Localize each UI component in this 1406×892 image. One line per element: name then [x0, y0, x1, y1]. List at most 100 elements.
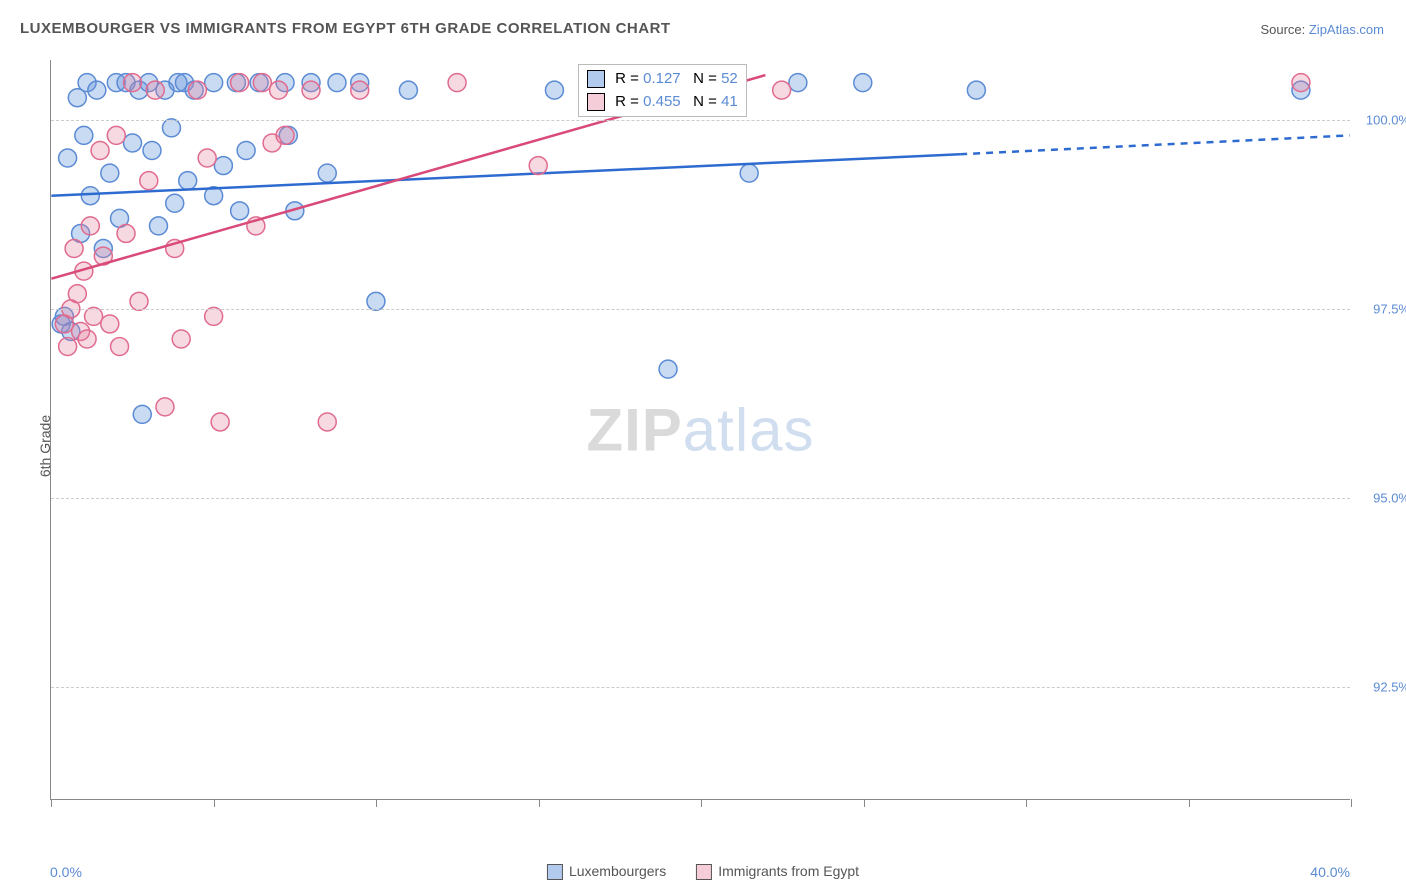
scatter-point: [318, 164, 336, 182]
scatter-point: [81, 187, 99, 205]
scatter-point: [789, 74, 807, 92]
scatter-point: [318, 413, 336, 431]
scatter-point: [68, 285, 86, 303]
gridline: [51, 120, 1350, 121]
plot-area: ZIPatlas R = 0.127 N = 52 R = 0.455 N = …: [50, 60, 1350, 800]
scatter-point: [967, 81, 985, 99]
gridline: [51, 498, 1350, 499]
scatter-point: [133, 405, 151, 423]
x-tick-mark: [864, 799, 865, 807]
legend-item-1: Luxembourgers: [547, 863, 666, 880]
stats-r-label: R =: [615, 93, 643, 110]
y-tick-label: 92.5%: [1373, 679, 1406, 694]
scatter-point: [529, 157, 547, 175]
scatter-point: [545, 81, 563, 99]
swatch-blue-icon: [587, 70, 605, 88]
scatter-point: [659, 360, 677, 378]
scatter-point: [91, 142, 109, 160]
scatter-point: [211, 413, 229, 431]
stats-n-label: N =: [685, 70, 721, 87]
scatter-point: [328, 74, 346, 92]
gridline: [51, 309, 1350, 310]
scatter-point: [111, 338, 129, 356]
x-tick-mark: [376, 799, 377, 807]
scatter-point: [188, 81, 206, 99]
scatter-point: [107, 126, 125, 144]
trend-line-dashed: [960, 135, 1349, 154]
legend-item-2: Immigrants from Egypt: [696, 863, 859, 880]
source-attribution: Source: ZipAtlas.com: [1260, 22, 1384, 37]
x-tick-mark: [1351, 799, 1352, 807]
scatter-point: [351, 81, 369, 99]
scatter-point: [214, 157, 232, 175]
scatter-point: [130, 292, 148, 310]
swatch-blue-icon: [547, 864, 563, 880]
scatter-point: [65, 240, 83, 258]
x-axis-start-label: 0.0%: [50, 864, 82, 880]
y-tick-label: 100.0%: [1366, 113, 1406, 128]
scatter-point: [205, 74, 223, 92]
scatter-point: [140, 172, 158, 190]
swatch-pink-icon: [587, 93, 605, 111]
source-prefix: Source:: [1260, 22, 1308, 37]
scatter-point: [448, 74, 466, 92]
scatter-point: [399, 81, 417, 99]
x-tick-mark: [1026, 799, 1027, 807]
stats-n-value-2: 41: [721, 93, 738, 110]
scatter-point: [276, 126, 294, 144]
y-tick-label: 97.5%: [1373, 302, 1406, 317]
x-tick-mark: [539, 799, 540, 807]
stats-n-label: N =: [685, 93, 721, 110]
scatter-point: [302, 81, 320, 99]
x-tick-mark: [1189, 799, 1190, 807]
scatter-point: [143, 142, 161, 160]
scatter-point: [146, 81, 164, 99]
stats-row-1: R = 0.127 N = 52: [587, 68, 738, 91]
stats-r-label: R =: [615, 70, 643, 87]
scatter-point: [172, 330, 190, 348]
scatter-point: [854, 74, 872, 92]
scatter-point: [231, 74, 249, 92]
stats-row-2: R = 0.455 N = 41: [587, 91, 738, 114]
scatter-point: [270, 81, 288, 99]
scatter-point: [231, 202, 249, 220]
scatter-point: [101, 315, 119, 333]
scatter-point: [81, 217, 99, 235]
scatter-point: [88, 81, 106, 99]
scatter-point: [773, 81, 791, 99]
x-axis-end-label: 40.0%: [1310, 864, 1350, 880]
scatter-point: [78, 330, 96, 348]
scatter-point: [367, 292, 385, 310]
scatter-point: [101, 164, 119, 182]
legend-label-2: Immigrants from Egypt: [718, 863, 859, 879]
scatter-point: [149, 217, 167, 235]
scatter-point: [59, 338, 77, 356]
stats-n-value-1: 52: [721, 70, 738, 87]
x-tick-mark: [214, 799, 215, 807]
source-link[interactable]: ZipAtlas.com: [1309, 22, 1384, 37]
scatter-point: [124, 74, 142, 92]
swatch-pink-icon: [696, 864, 712, 880]
legend: Luxembourgers Immigrants from Egypt: [547, 863, 859, 880]
scatter-svg: [51, 60, 1350, 799]
scatter-point: [117, 224, 135, 242]
scatter-point: [198, 149, 216, 167]
legend-label-1: Luxembourgers: [569, 863, 666, 879]
x-tick-mark: [51, 799, 52, 807]
scatter-point: [740, 164, 758, 182]
scatter-point: [59, 149, 77, 167]
scatter-point: [124, 134, 142, 152]
y-tick-label: 95.0%: [1373, 490, 1406, 505]
scatter-point: [237, 142, 255, 160]
scatter-point: [156, 398, 174, 416]
scatter-point: [179, 172, 197, 190]
chart-title: LUXEMBOURGER VS IMMIGRANTS FROM EGYPT 6T…: [20, 20, 671, 37]
scatter-point: [1292, 74, 1310, 92]
scatter-point: [75, 126, 93, 144]
stats-r-value-2: 0.455: [643, 93, 681, 110]
stats-r-value-1: 0.127: [643, 70, 681, 87]
scatter-point: [253, 74, 271, 92]
scatter-point: [166, 194, 184, 212]
stats-box: R = 0.127 N = 52 R = 0.455 N = 41: [578, 64, 747, 117]
gridline: [51, 687, 1350, 688]
